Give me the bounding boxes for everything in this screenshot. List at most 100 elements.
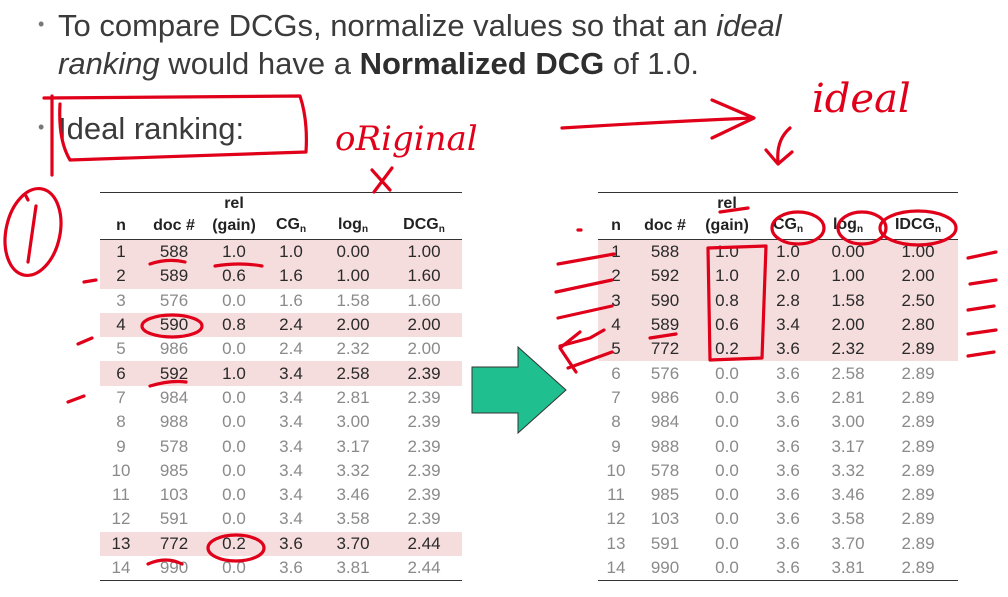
table-row: 10 578 0.0 3.6 3.32 2.89 — [598, 459, 958, 483]
cell-rel: 1.0 — [206, 361, 262, 386]
cell-dcg: 2.89 — [901, 509, 935, 529]
cell-log: 3.00 — [336, 412, 370, 432]
table-row: 3 590 0.8 2.8 1.58 2.50 — [598, 288, 958, 313]
table-row: 12 591 0.0 3.4 3.58 2.39 — [100, 507, 462, 531]
circled-i-stroke-icon — [24, 194, 38, 264]
cell-log: 0.00 — [320, 239, 386, 265]
cell-log: 2.58 — [831, 363, 865, 383]
cell-rel: 0.2 — [696, 337, 758, 362]
cell-log: 2.00 — [818, 312, 878, 338]
cell-doc: 592 — [142, 361, 206, 386]
table-row: 6 576 0.0 3.6 2.58 2.89 — [598, 361, 958, 385]
cell-doc: 578 — [159, 436, 189, 456]
cell-log: 3.58 — [336, 509, 370, 529]
header-n: n — [598, 213, 634, 240]
bullet-1-ideal: ideal — [716, 8, 782, 43]
header-log: logn — [818, 213, 878, 240]
table-row: 2 592 1.0 2.0 1.00 2.00 — [598, 264, 958, 289]
table-row: 13 591 0.0 3.6 3.70 2.89 — [598, 532, 958, 556]
cell-n: 13 — [100, 531, 142, 556]
cell-rel: 0.0 — [715, 509, 739, 529]
cell-dcg: 2.89 — [901, 436, 935, 456]
cell-doc: 103 — [650, 509, 680, 529]
cell-doc: 588 — [142, 239, 206, 265]
cell-dcg: 2.44 — [386, 531, 462, 556]
dash-right-5 — [966, 350, 996, 358]
table-row: 9 988 0.0 3.6 3.17 2.89 — [598, 434, 958, 458]
cell-dcg: 1.00 — [386, 239, 462, 265]
cell-n: 5 — [598, 337, 634, 362]
cell-rel: 0.6 — [696, 312, 758, 338]
cell-n: 7 — [611, 387, 621, 407]
cell-rel: 0.0 — [206, 555, 262, 582]
cell-dcg: 2.39 — [386, 361, 462, 386]
cell-dcg: 2.80 — [878, 312, 958, 338]
table-row: 11 103 0.0 3.4 3.46 2.39 — [100, 483, 462, 507]
table-row: 5 986 0.0 2.4 2.32 2.00 — [100, 337, 462, 361]
cell-dcg: 1.60 — [386, 264, 462, 289]
table-row: 14 990 0.0 3.6 3.81 2.89 — [598, 555, 958, 582]
cell-n: 8 — [611, 412, 621, 432]
table-row: 11 985 0.0 3.6 3.46 2.89 — [598, 483, 958, 507]
cell-rel: 0.2 — [206, 531, 262, 556]
dash-right-1 — [966, 250, 998, 260]
cell-dcg: 2.89 — [901, 387, 935, 407]
cell-doc: 589 — [634, 312, 696, 338]
cell-cg: 2.0 — [758, 264, 818, 289]
cell-doc: 990 — [142, 555, 206, 582]
cell-n: 4 — [100, 312, 142, 338]
cell-doc: 576 — [159, 290, 189, 310]
cell-dcg: 2.89 — [901, 363, 935, 383]
header-gain: (gain) — [696, 213, 758, 240]
cell-dcg: 1.60 — [407, 290, 441, 310]
cell-n: 13 — [606, 533, 626, 553]
cell-dcg: 2.39 — [407, 460, 441, 480]
cell-cg: 3.6 — [262, 555, 320, 582]
cell-dcg: 2.00 — [878, 264, 958, 289]
cell-n: 9 — [611, 436, 621, 456]
cell-cg: 1.0 — [262, 239, 320, 265]
cell-dcg: 2.89 — [901, 485, 935, 505]
bullet-1-ranking: ranking — [58, 46, 160, 81]
cell-rel: 0.0 — [222, 387, 246, 407]
bullet-1-line-1: To compare DCGs, normalize values so tha… — [58, 8, 782, 44]
cell-doc: 988 — [650, 436, 680, 456]
cell-rel: 0.0 — [222, 339, 246, 359]
header-cg: CGn — [262, 213, 320, 240]
cell-dcg: 2.39 — [407, 412, 441, 432]
dash-row-6 — [66, 394, 86, 404]
cell-cg: 3.6 — [776, 387, 800, 407]
cell-n: 7 — [116, 387, 126, 407]
cell-rel: 0.8 — [206, 312, 262, 338]
cell-dcg: 2.89 — [878, 555, 958, 582]
cell-log: 1.00 — [320, 264, 386, 289]
table-row: 3 576 0.0 1.6 1.58 1.60 — [100, 289, 462, 313]
dash-right-2 — [968, 278, 998, 286]
table-row: 14 990 0.0 3.6 3.81 2.44 — [100, 555, 462, 582]
table-row: 5 772 0.2 3.6 2.32 2.89 — [598, 337, 958, 362]
dash-right-3 — [966, 304, 996, 312]
cell-log: 3.00 — [831, 412, 865, 432]
cell-dcg: 2.00 — [386, 312, 462, 338]
cell-n: 9 — [116, 436, 126, 456]
cell-log: 1.00 — [818, 264, 878, 289]
table-row: 4 589 0.6 3.4 2.00 2.80 — [598, 312, 958, 338]
cell-cg: 3.6 — [776, 485, 800, 505]
cell-log: 2.00 — [320, 312, 386, 338]
cell-cg: 1.0 — [758, 239, 818, 265]
cell-dcg: 1.00 — [878, 239, 958, 265]
cell-log: 3.58 — [831, 509, 865, 529]
cell-dcg: 2.44 — [386, 555, 462, 582]
cell-doc: 591 — [650, 533, 680, 553]
dash-right-4 — [966, 328, 998, 336]
cell-doc: 772 — [142, 531, 206, 556]
long-arrow-head-icon — [710, 98, 756, 140]
header-rel: rel — [696, 192, 758, 213]
cell-n: 8 — [116, 412, 126, 432]
cell-rel: 0.0 — [222, 509, 246, 529]
cell-doc: 576 — [650, 363, 680, 383]
cell-log: 3.81 — [818, 555, 878, 582]
cell-rel: 0.0 — [715, 460, 739, 480]
header-doc: doc # — [142, 213, 206, 240]
original-ranking-table: rel n doc # (gain) CGn logn DCGn 1 588 1.0… — [100, 192, 462, 582]
